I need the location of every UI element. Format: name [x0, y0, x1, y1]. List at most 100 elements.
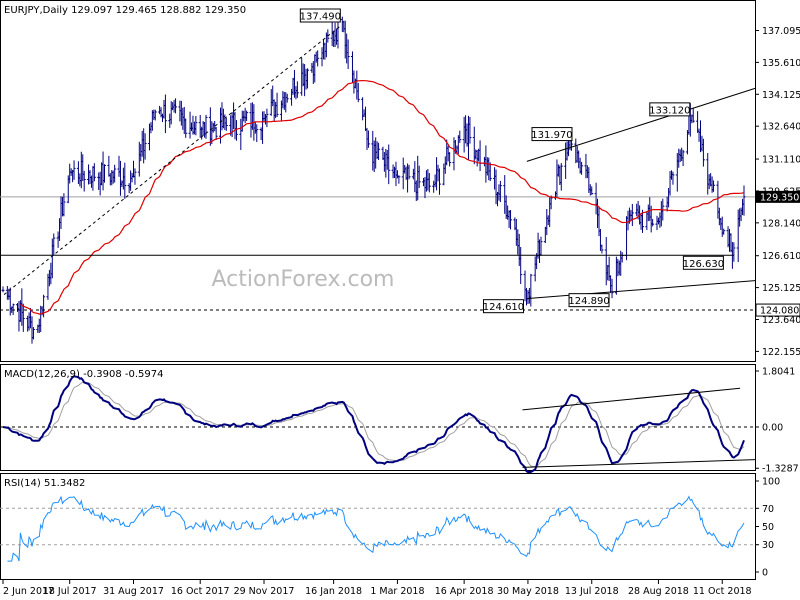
price-tick-label: 126.610 [762, 251, 800, 262]
ohlc-bar [194, 115, 198, 136]
ohlc-bar [103, 164, 107, 183]
price-tick-label: 128.140 [762, 218, 800, 229]
ohlc-bar [285, 93, 289, 103]
price-panel-frame [0, 0, 756, 362]
price-label-box [568, 293, 610, 308]
ohlc-bar [21, 303, 25, 332]
rsi-layer [0, 495, 755, 562]
price-label-126630: 126.630 [682, 255, 724, 270]
ohlc-bar [204, 114, 208, 139]
price-label-box [299, 8, 341, 23]
price-label-box [482, 299, 524, 314]
ohlc-bar [417, 165, 421, 189]
rsi-header: RSI(14) 51.3482 [4, 478, 85, 489]
macd-signal-line [2, 381, 745, 468]
price-label-124610: 124.610 [482, 299, 524, 314]
x-tick-label: 29 Nov 2017 [234, 586, 295, 597]
ohlc-bar [316, 50, 320, 67]
ohlc-bar [72, 160, 76, 180]
price-label-131970: 131.970 [531, 127, 573, 142]
price-tick-label: 134.125 [762, 90, 800, 101]
price-label-text: 133.120 [649, 105, 690, 116]
rsi-tick-label: 50 [762, 522, 774, 533]
x-tick-label: 2 Jun 2017 [3, 586, 54, 597]
ohlc-bar [549, 195, 553, 210]
ohlc-bar [498, 180, 502, 203]
macd-y-axis: 1.8041 0.00 -1.3287 [755, 367, 799, 475]
current-price-label: 129.350 [760, 192, 799, 203]
support-price-badge [755, 303, 800, 317]
x-tick-label: 1 Mar 2018 [370, 586, 424, 597]
ohlc-bar [397, 175, 401, 184]
ohlc-bar [52, 233, 56, 256]
candles [1, 15, 746, 344]
price-label-text: 137.490 [300, 12, 341, 23]
x-tick-label: 30 May 2018 [497, 586, 559, 597]
price-y-axis: 137.095135.610134.125132.640131.110129.6… [755, 26, 800, 358]
macd-header: MACD(12,26,9) -0.3908 -0.5974 [4, 369, 164, 380]
ohlc-bar [559, 163, 563, 191]
ohlc-bar [458, 130, 462, 143]
x-tick-label: 28 Aug 2018 [628, 586, 689, 597]
x-tick-label: 16 Apr 2018 [435, 586, 494, 597]
ohlc-bar [590, 186, 594, 195]
macd-upper-trendline [522, 387, 741, 411]
ohlc-bar [1, 286, 5, 293]
ohlc-bar [275, 92, 279, 117]
watermark: ActionForex.com [212, 267, 395, 292]
ohlc-bar [681, 149, 685, 167]
ohlc-bar [113, 164, 117, 183]
price-tick-label: 131.110 [762, 155, 800, 166]
ohlc-bar [387, 144, 391, 185]
ohlc-bar [255, 124, 259, 143]
ohlc-bar [377, 142, 381, 160]
price-label-133120: 133.120 [649, 102, 690, 117]
ohlc-bar [224, 118, 228, 131]
ohlc-bar [407, 164, 411, 180]
price-annotations: 137.490 131.970 133.120 124.610 124.890 126.6… [299, 8, 724, 314]
ohlc-bar [651, 218, 655, 227]
x-tick-label: 31 Aug 2017 [103, 586, 164, 597]
price-tick-label: 122.155 [762, 347, 800, 358]
price-label-box [682, 255, 724, 270]
ohlc-bar [732, 242, 736, 262]
ohlc-bar [82, 170, 86, 192]
x-tick-label: 16 Jan 2018 [305, 586, 362, 597]
ohlc-bar [539, 236, 543, 256]
macd-panel-frame [0, 364, 756, 471]
x-tick-label: 18 Jul 2017 [43, 586, 97, 597]
ohlc-bar [214, 127, 218, 140]
price-tick-label: 137.095 [762, 26, 800, 37]
ohlc-bar [366, 130, 370, 148]
current-price-badge [756, 190, 800, 203]
ohlc-bar [92, 163, 96, 182]
ohlc-bar [722, 228, 726, 235]
rsi-tick-label: 0 [762, 568, 768, 579]
ohlc-bar [529, 273, 533, 307]
ohlc-bar [580, 161, 584, 175]
price-label-box [531, 127, 573, 142]
ohlc-bar [295, 81, 299, 98]
ohlc-bar [133, 168, 137, 185]
ohlc-bar [143, 133, 147, 160]
ohlc-bar [245, 110, 249, 122]
ohlc-bar [671, 171, 675, 185]
ohlc-bar [11, 303, 15, 316]
ohlc-bar [356, 82, 360, 103]
price-label-text: 124.890 [568, 296, 609, 307]
ohlc-bar [640, 209, 644, 233]
ohlc-bar [630, 203, 634, 227]
macd-tick-label: -1.3287 [762, 464, 799, 475]
macd-layer [0, 375, 756, 473]
ohlc-bar [427, 173, 431, 193]
ohlc-bar [701, 138, 705, 167]
upper-channel-line [526, 87, 756, 162]
x-tick-label: 13 Jul 2018 [565, 586, 619, 597]
price-tick-label: 132.640 [762, 122, 800, 133]
ohlc-bar [448, 152, 452, 167]
x-tick-label: 11 Oct 2018 [693, 586, 752, 597]
ohlc-bar [600, 244, 604, 254]
